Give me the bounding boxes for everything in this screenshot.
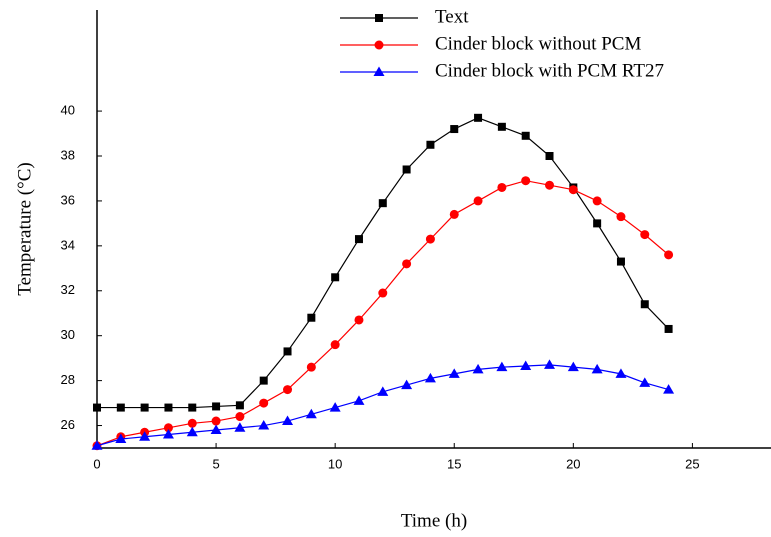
y-tick-label: 30	[61, 327, 75, 342]
data-point	[305, 408, 317, 419]
data-point	[402, 259, 412, 269]
data-point	[329, 402, 341, 412]
data-point	[497, 182, 507, 192]
data-point	[186, 426, 198, 437]
data-point	[235, 401, 244, 410]
data-point	[283, 385, 293, 395]
legend-label: Cinder block without PCM	[435, 33, 641, 54]
data-point	[188, 403, 197, 412]
data-point	[545, 180, 555, 190]
data-point	[663, 384, 675, 394]
legend-label: Cinder block with PCM RT27	[435, 60, 664, 81]
series-line	[96, 180, 669, 447]
y-tick-label: 32	[61, 282, 75, 297]
data-point	[449, 209, 459, 219]
legend-marker	[373, 66, 385, 76]
data-point	[259, 376, 268, 385]
data-point	[521, 131, 530, 140]
data-point	[93, 403, 101, 412]
y-axis-label: Temperature (°C)	[14, 162, 35, 295]
y-tick-label: 28	[61, 372, 75, 387]
data-point	[425, 234, 435, 244]
data-point	[377, 386, 389, 396]
data-point	[424, 372, 436, 383]
data-point	[210, 424, 222, 435]
x-tick-label: 10	[328, 456, 342, 471]
data-point	[639, 377, 651, 387]
data-point	[140, 403, 149, 412]
data-point	[282, 415, 294, 426]
data-point	[402, 165, 411, 174]
data-point	[591, 363, 603, 374]
y-tick-label: 40	[61, 103, 75, 118]
data-point	[212, 402, 221, 411]
data-point	[616, 212, 626, 222]
x-tick-label: 5	[212, 456, 219, 471]
data-point	[615, 368, 627, 378]
y-tick-label: 36	[61, 192, 75, 207]
data-point	[306, 362, 316, 372]
data-point	[116, 403, 125, 412]
data-point	[520, 360, 532, 371]
x-axis-label: Time (h)	[401, 510, 467, 531]
data-point	[258, 420, 270, 430]
data-point	[234, 422, 246, 432]
data-point	[307, 313, 316, 322]
y-tick-label: 34	[61, 237, 75, 252]
x-tick-label: 20	[566, 456, 580, 471]
data-point	[545, 152, 554, 160]
data-point	[331, 273, 340, 282]
data-point	[640, 300, 649, 309]
data-point	[426, 140, 435, 149]
y-tick-label: 38	[61, 147, 75, 162]
data-point	[664, 324, 673, 333]
data-point	[474, 113, 483, 122]
legend-label: Text	[435, 6, 469, 27]
data-point	[473, 196, 483, 206]
y-tick-label: 26	[61, 417, 75, 432]
x-tick-label: 15	[447, 456, 461, 471]
x-tick-label: 25	[685, 456, 699, 471]
data-point	[211, 416, 221, 426]
legend-marker	[374, 40, 384, 50]
data-point	[115, 433, 127, 444]
data-point	[283, 347, 292, 356]
data-point	[568, 185, 578, 195]
data-point	[330, 340, 340, 350]
data-point	[187, 418, 197, 428]
data-point	[496, 361, 508, 372]
x-tick-label: 0	[93, 456, 100, 471]
data-point	[592, 196, 602, 206]
data-point	[640, 230, 650, 240]
series-line	[97, 117, 670, 409]
data-point	[593, 219, 602, 228]
data-point	[91, 440, 103, 450]
data-point	[472, 363, 484, 374]
data-point	[353, 395, 365, 405]
data-point	[163, 423, 173, 433]
data-point	[401, 379, 413, 390]
data-point	[354, 235, 363, 244]
data-point	[544, 359, 556, 369]
series-line	[96, 364, 669, 447]
data-point	[164, 403, 173, 412]
data-point	[259, 398, 269, 408]
data-point	[378, 199, 387, 208]
data-point	[616, 257, 625, 266]
data-point	[162, 429, 174, 439]
data-point	[521, 176, 531, 186]
data-point	[664, 250, 674, 260]
data-point	[567, 361, 579, 372]
data-point	[450, 125, 459, 134]
data-point	[448, 368, 460, 378]
data-point	[378, 288, 388, 298]
legend-marker	[375, 14, 383, 22]
data-point	[235, 412, 245, 422]
data-point	[139, 431, 151, 441]
data-point	[354, 315, 364, 325]
data-point	[497, 122, 506, 131]
